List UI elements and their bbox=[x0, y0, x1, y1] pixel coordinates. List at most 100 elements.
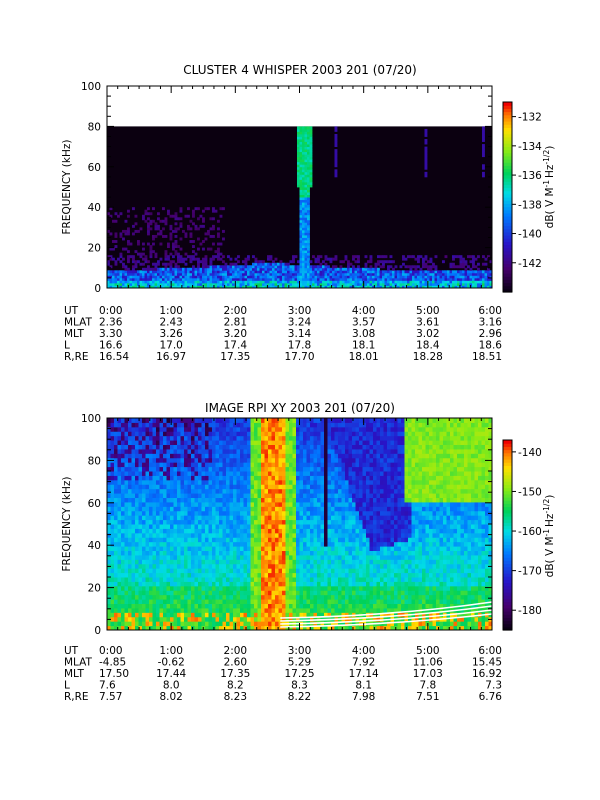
spectrogram-cell bbox=[177, 227, 180, 231]
spectrogram-cell bbox=[307, 149, 310, 153]
spectrogram-cell bbox=[307, 192, 310, 195]
spectrogram-cell bbox=[422, 257, 425, 261]
spectrogram-cell bbox=[264, 537, 269, 543]
spectrogram-cell bbox=[240, 457, 244, 463]
spectrogram-cell bbox=[297, 149, 300, 153]
spectrogram-cell bbox=[107, 435, 111, 441]
spectrogram-cell bbox=[254, 488, 258, 494]
spectrogram-cell bbox=[271, 457, 276, 463]
spectrogram-cell bbox=[144, 255, 148, 259]
spectrogram-cell bbox=[302, 199, 305, 203]
spectrogram-cell bbox=[342, 277, 345, 281]
spectrogram-cell bbox=[271, 616, 276, 622]
spectrogram-cell bbox=[167, 257, 170, 261]
spectrogram-cell bbox=[229, 484, 234, 490]
colorbar-swatch bbox=[503, 146, 512, 151]
spectrogram-cell bbox=[278, 594, 283, 600]
spectrogram-cell bbox=[222, 612, 227, 618]
spectrogram-cell bbox=[262, 265, 265, 269]
spectrogram-cell bbox=[268, 559, 272, 565]
spectrogram-cell bbox=[177, 245, 180, 248]
spectrogram-cell bbox=[173, 625, 178, 631]
spectrogram-cell bbox=[138, 625, 143, 631]
spectrogram-cell bbox=[217, 227, 220, 231]
spectrogram-cell bbox=[163, 625, 167, 631]
spectrogram-cell bbox=[205, 418, 209, 423]
spectrogram-cell bbox=[164, 222, 168, 226]
spectrogram-cell bbox=[285, 453, 290, 459]
spectrogram-cell bbox=[384, 270, 388, 274]
spectrogram-cell bbox=[249, 275, 253, 279]
spectrogram-cell bbox=[154, 255, 158, 259]
spectrogram-cell bbox=[302, 189, 305, 193]
spectrogram-cell bbox=[198, 466, 202, 472]
spectrogram-cell bbox=[264, 590, 269, 596]
spectrogram-cell bbox=[152, 510, 157, 516]
spectrogram-cell bbox=[412, 270, 415, 274]
spectrogram-cell bbox=[184, 422, 188, 428]
spectrogram-cell bbox=[264, 528, 269, 534]
spectrogram-cell bbox=[156, 550, 160, 556]
spectrogram-cell bbox=[275, 440, 279, 445]
spectrogram-cell bbox=[307, 240, 310, 243]
spectrogram-cell bbox=[215, 590, 220, 596]
spectrogram-cell bbox=[324, 255, 328, 259]
spectrogram-cell bbox=[289, 506, 293, 512]
spectrogram-cell bbox=[302, 224, 305, 228]
spectrogram-cell bbox=[215, 453, 220, 459]
spectrogram-cell bbox=[309, 184, 313, 188]
spectrogram-cell bbox=[184, 497, 188, 503]
spectrogram-cell bbox=[264, 519, 269, 525]
spectrogram-cell bbox=[424, 139, 428, 142]
spectrogram-cell bbox=[142, 466, 146, 472]
spectrogram-cell bbox=[264, 493, 269, 498]
spectrogram-cell bbox=[324, 282, 328, 286]
spectrogram-cell bbox=[268, 484, 272, 490]
spectrogram-cell bbox=[149, 488, 153, 494]
spectrogram-cell bbox=[222, 493, 227, 498]
spectrogram-cell bbox=[117, 257, 120, 261]
spectrogram-cell bbox=[282, 532, 286, 538]
spectrogram-cell bbox=[352, 275, 355, 279]
spectrogram-cell bbox=[437, 282, 440, 286]
spectrogram-cell bbox=[226, 554, 230, 560]
spectrogram-cell bbox=[147, 217, 150, 221]
spectrogram-cell bbox=[205, 554, 209, 560]
spectrogram-cell bbox=[182, 229, 185, 233]
spectrogram-cell bbox=[187, 207, 190, 211]
spectrogram-cell bbox=[296, 524, 300, 529]
spectrogram-cell bbox=[459, 285, 463, 289]
spectrogram-cell bbox=[424, 159, 428, 163]
spectrogram-cell bbox=[229, 572, 234, 578]
spectrogram-cell bbox=[289, 466, 293, 472]
spectrogram-cell bbox=[469, 275, 473, 279]
spectrogram-cell bbox=[304, 151, 308, 155]
spectrogram-cell bbox=[114, 280, 118, 284]
ephemeris-value: 2.81 bbox=[224, 317, 247, 329]
spectrogram-cell bbox=[117, 515, 122, 521]
spectrogram-cell bbox=[384, 285, 388, 289]
spectrogram-cell bbox=[296, 519, 300, 525]
spectrogram-cell bbox=[145, 422, 150, 428]
spectrogram-cell bbox=[379, 285, 383, 289]
spectrogram-cell bbox=[334, 151, 338, 155]
spectrogram-cell bbox=[275, 577, 279, 582]
spectrogram-cell bbox=[187, 585, 192, 591]
spectrogram-cell bbox=[264, 554, 269, 560]
spectrogram-cell bbox=[198, 550, 202, 556]
spectrogram-cell bbox=[128, 554, 132, 560]
spectrogram-cell bbox=[254, 265, 258, 269]
spectrogram-cell bbox=[142, 282, 145, 286]
spectrogram-cell bbox=[184, 528, 188, 534]
spectrogram-cell bbox=[131, 471, 136, 476]
spectrogram-cell bbox=[299, 136, 303, 140]
spectrogram-cell bbox=[204, 232, 208, 236]
spectrogram-cell bbox=[226, 572, 230, 578]
spectrogram-cell bbox=[177, 603, 181, 609]
spectrogram-cell bbox=[138, 488, 143, 494]
spectrogram-cell bbox=[314, 272, 318, 276]
spectrogram-cell bbox=[236, 603, 241, 609]
spectrogram-cell bbox=[424, 133, 428, 137]
spectrogram-cell bbox=[237, 270, 240, 274]
spectrogram-cell bbox=[292, 435, 297, 441]
